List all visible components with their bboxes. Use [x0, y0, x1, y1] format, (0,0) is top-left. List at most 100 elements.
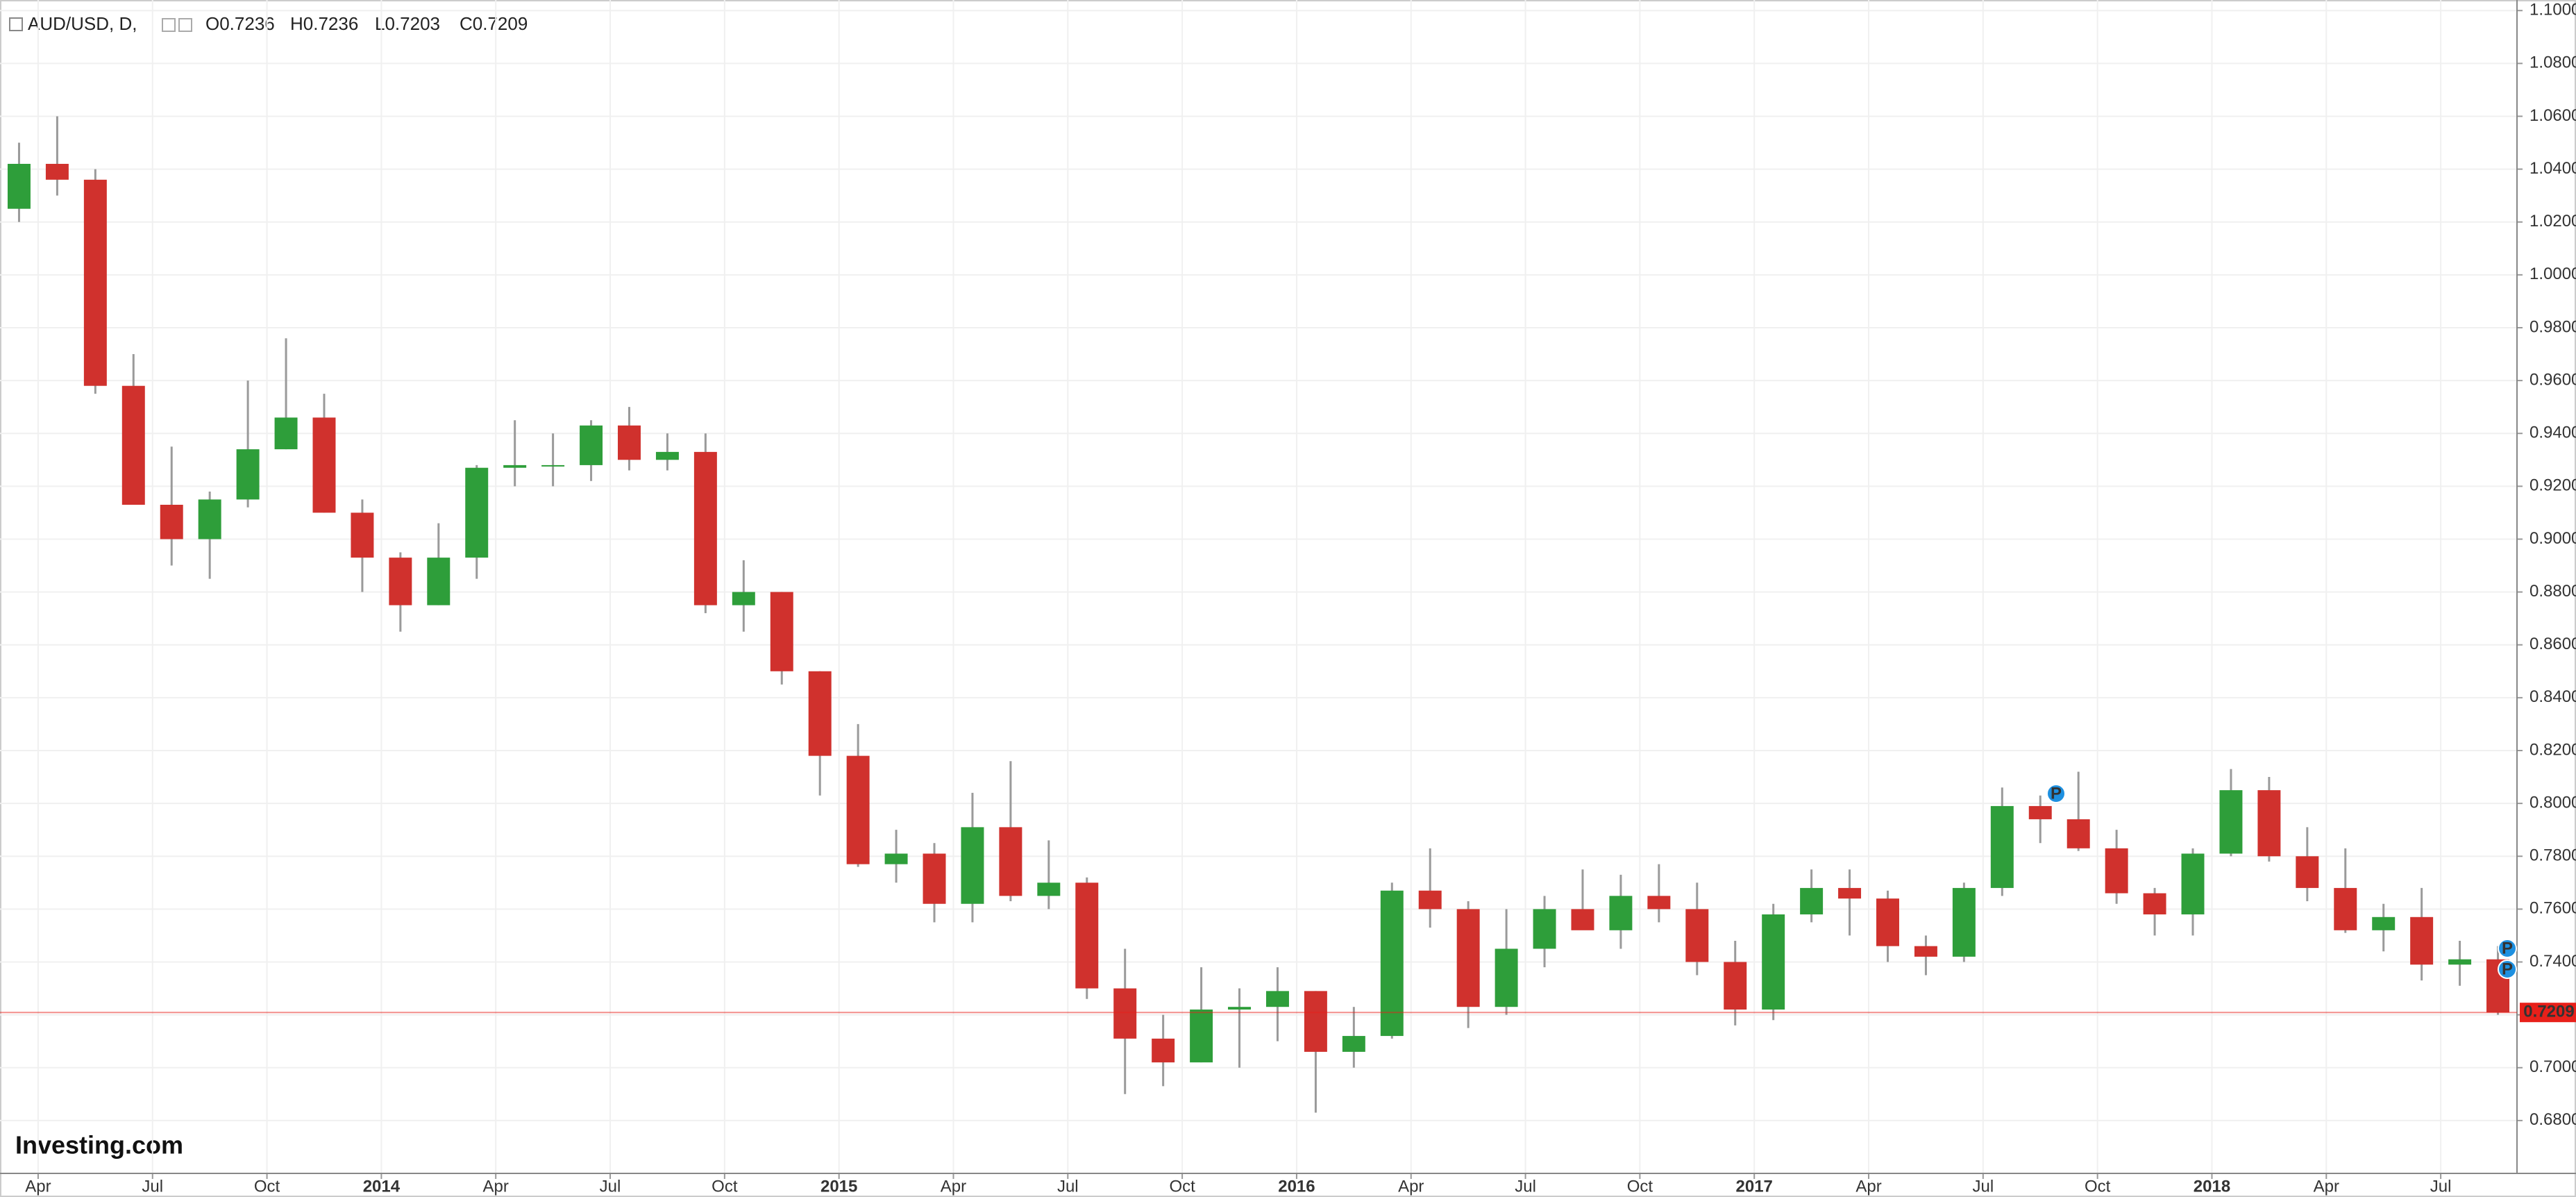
y-tick-label: 1.0800 [2529, 53, 2576, 72]
candle-body [274, 417, 298, 450]
x-tick-label: Jul [142, 1177, 163, 1196]
candle-body [1762, 914, 1785, 1010]
ohlc-legend: O0.7236 H0.7236 L0.7203 C0.7209 [205, 13, 528, 34]
event-marker-label: P [2051, 784, 2062, 803]
candle-body [1342, 1036, 1365, 1052]
y-tick-label: 1.1000 [2529, 1, 2576, 19]
close-icon[interactable] [178, 18, 192, 32]
candle-body [312, 417, 336, 513]
x-tick-label: 2018 [2194, 1177, 2230, 1196]
ohlc-value: L0.7203 [375, 13, 440, 34]
candle-body [808, 671, 832, 756]
x-tick-label: Apr [2314, 1177, 2339, 1196]
candle-body [2448, 959, 2472, 965]
candle-body [1990, 805, 2014, 888]
y-tick-label: 0.7800 [2529, 846, 2576, 865]
candle-body [1228, 1007, 1252, 1010]
settings-icon[interactable] [162, 18, 176, 32]
candle-body [999, 827, 1022, 896]
logo: Investing.com [15, 1131, 183, 1160]
x-tick-label: Oct [712, 1177, 738, 1196]
candle-body [655, 451, 679, 460]
candle-body [1418, 890, 1442, 910]
candle-body [1876, 898, 1899, 946]
y-tick-label: 0.9200 [2529, 476, 2576, 495]
x-tick-label: Jul [1057, 1177, 1079, 1196]
candle-body [351, 512, 374, 558]
x-tick-label: Oct [2085, 1177, 2111, 1196]
x-tick-label: Apr [941, 1177, 966, 1196]
candle-body [1113, 988, 1137, 1039]
x-tick-label: Oct [254, 1177, 280, 1196]
ohlc-value: H0.7236 [290, 13, 358, 34]
y-tick-label: 0.8200 [2529, 740, 2576, 759]
x-tick-label: Jul [600, 1177, 621, 1196]
candle-body [1800, 887, 1824, 914]
candle-body [2181, 853, 2205, 914]
y-tick-label: 0.8600 [2529, 635, 2576, 653]
candle-body [121, 385, 145, 505]
candle-body [1380, 890, 1404, 1037]
candle-body [1495, 948, 1518, 1007]
x-tick-label: Apr [25, 1177, 51, 1196]
x-tick-label: Jul [2430, 1177, 2452, 1196]
candle-body [1533, 909, 1556, 949]
y-tick-label: 1.0200 [2529, 212, 2576, 231]
candle-body [1685, 909, 1709, 962]
candle-body [846, 755, 870, 864]
event-marker-label: P [2502, 939, 2513, 957]
x-tick-label: Oct [1169, 1177, 1195, 1196]
y-tick-label: 0.7400 [2529, 952, 2576, 971]
candle-body [1265, 991, 1289, 1007]
candle-body [427, 558, 451, 605]
x-tick-label: 2015 [820, 1177, 857, 1196]
candle-body [923, 853, 946, 904]
candle-body [1838, 887, 1862, 899]
collapse-icon[interactable] [9, 17, 23, 31]
x-tick-label: Apr [483, 1177, 509, 1196]
y-tick-label: 0.9600 [2529, 370, 2576, 389]
candle-body [45, 163, 69, 180]
y-tick-label: 0.8800 [2529, 582, 2576, 601]
candle-body [693, 451, 717, 605]
candle-body [1037, 882, 1061, 896]
candle-body [160, 505, 183, 539]
y-tick-label: 0.8400 [2529, 687, 2576, 706]
x-tick-label: Oct [1627, 1177, 1653, 1196]
x-tick-label: 2014 [363, 1177, 401, 1196]
y-tick-label: 0.8000 [2529, 793, 2576, 812]
candle-body [2372, 916, 2396, 930]
candle-body [1190, 1010, 1213, 1063]
candle-body [1647, 896, 1671, 910]
candle-body [2257, 790, 2281, 857]
last-price-label: 0.7209 [2523, 1003, 2574, 1021]
x-tick-label: Jul [1973, 1177, 1994, 1196]
x-tick-label: Apr [1398, 1177, 1424, 1196]
candle-body [1075, 882, 1099, 989]
y-tick-label: 1.0600 [2529, 106, 2576, 125]
y-tick-label: 0.7000 [2529, 1057, 2576, 1076]
candle-body [236, 449, 260, 500]
y-tick-label: 0.9800 [2529, 317, 2576, 336]
candle-body [884, 853, 908, 864]
y-tick-label: 1.0400 [2529, 159, 2576, 178]
y-tick-label: 1.0000 [2529, 265, 2576, 283]
candle-body [1914, 946, 1937, 957]
symbol: AUD/USD, D, [28, 13, 137, 34]
event-marker-label: P [2502, 960, 2513, 978]
candle-body [7, 163, 31, 209]
candle-body [2066, 819, 2090, 848]
candle-body [389, 558, 412, 605]
candle-body [1952, 887, 1976, 957]
candle-body [2334, 887, 2357, 930]
candle-body [2143, 893, 2166, 914]
y-tick-label: 0.7600 [2529, 899, 2576, 918]
candle-body [732, 592, 755, 605]
candle-body [580, 425, 603, 465]
ohlc-value: C0.7209 [460, 13, 528, 34]
candle-body [618, 425, 641, 460]
ohlc-value: O0.7236 [205, 13, 275, 34]
event-marker [2498, 960, 2517, 979]
event-marker [2046, 784, 2066, 803]
